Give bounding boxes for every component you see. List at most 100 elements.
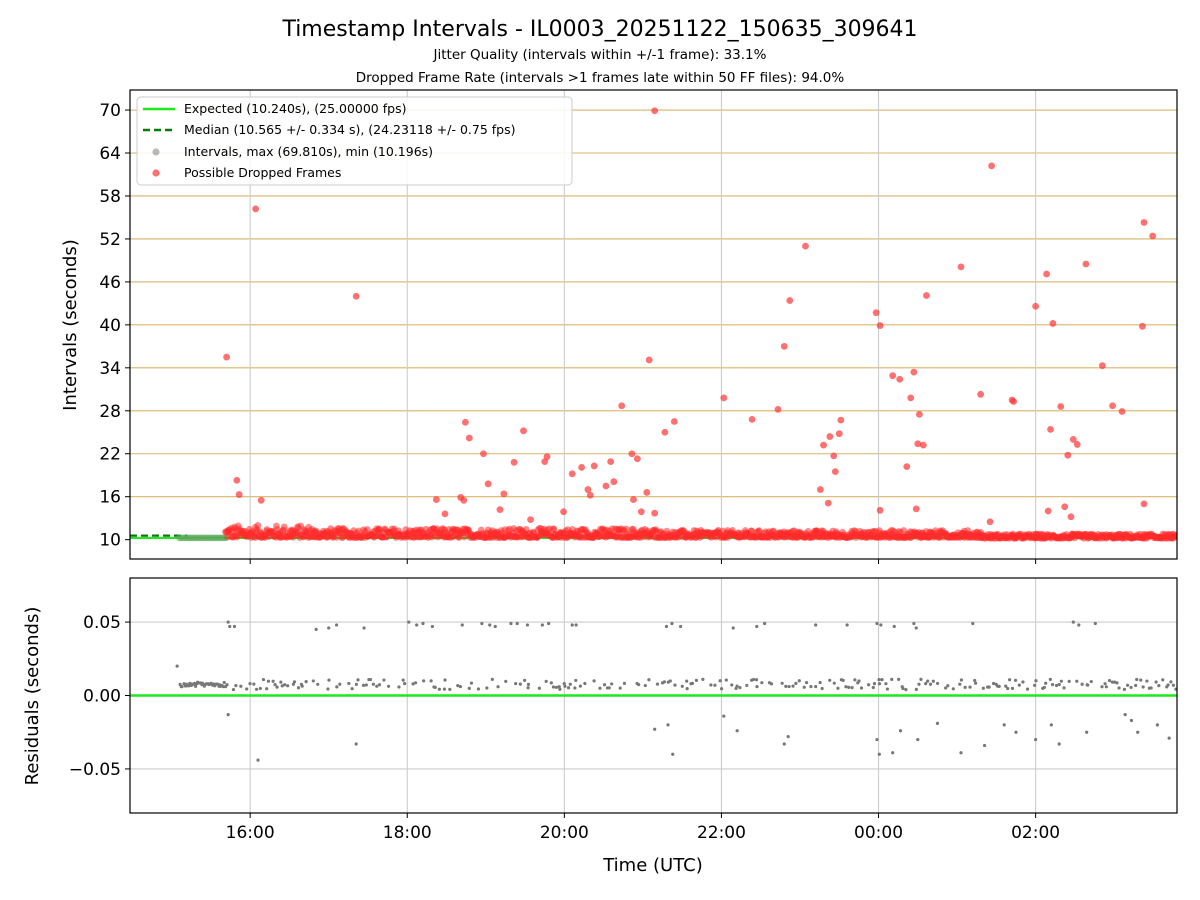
residual-point	[1049, 723, 1053, 727]
residual-point	[914, 626, 918, 630]
residual-point	[751, 677, 756, 682]
residual-point	[814, 623, 818, 627]
residual-point	[872, 682, 877, 686]
residual-point	[637, 683, 641, 687]
residual-point	[279, 680, 283, 684]
x-tick-label: 18:00	[383, 823, 432, 843]
dropped-frame-point	[622, 525, 630, 533]
residual-point	[354, 682, 358, 686]
intervals-x-ticks	[249, 559, 1037, 564]
residual-point	[891, 751, 895, 755]
residual-point	[525, 623, 530, 627]
dropped-frame-point	[568, 470, 576, 478]
residuals-points	[175, 620, 1177, 762]
chart-legend: Expected (10.240s), (25.00000 fps) Media…	[136, 96, 573, 186]
residual-point	[668, 679, 672, 683]
residual-point	[847, 685, 851, 689]
x-tick-label: 20:00	[540, 823, 589, 843]
residual-point	[602, 683, 607, 687]
residual-point	[643, 683, 647, 688]
residual-point	[963, 685, 967, 689]
legend-median-label: Median (10.565 +/- 0.334 s), (24.23118 +…	[184, 122, 515, 137]
dropped-frame-point	[645, 356, 653, 364]
dropped-frame-point	[1043, 270, 1051, 278]
residual-point	[338, 682, 342, 686]
residual-point	[1103, 682, 1107, 686]
dropped-frame-point	[988, 162, 996, 170]
residual-point	[518, 682, 522, 686]
residual-point	[1080, 682, 1084, 686]
residual-point	[928, 682, 933, 686]
residual-point	[540, 623, 544, 627]
residual-point	[1054, 683, 1059, 688]
dropped-frame-point	[1047, 425, 1054, 433]
dropped-frame-point	[774, 405, 782, 413]
residual-point	[997, 684, 1001, 688]
intervals-y-tick-label: 40	[99, 316, 121, 336]
residual-point	[802, 685, 806, 689]
dropped-frame-point	[1044, 507, 1052, 515]
residual-point	[496, 685, 500, 689]
residual-point	[364, 683, 368, 687]
residual-point	[1107, 678, 1112, 683]
residual-point	[738, 686, 742, 690]
residual-point	[314, 627, 318, 632]
residual-point	[232, 624, 237, 629]
residual-point	[1014, 730, 1018, 734]
dropped-frame-point	[1140, 500, 1148, 508]
residual-point	[429, 679, 433, 683]
residual-point	[1129, 718, 1134, 723]
residual-point	[1048, 677, 1052, 682]
dropped-frame-point	[527, 516, 534, 524]
residual-point	[1155, 723, 1159, 727]
residual-point	[256, 758, 260, 762]
residual-point	[386, 684, 391, 688]
residual-point	[448, 687, 452, 691]
x-tick-label: 00:00	[854, 823, 903, 843]
dropped-frame-point	[520, 427, 527, 435]
dropped-frame-point	[872, 309, 880, 317]
residual-point	[845, 623, 849, 627]
residual-point	[664, 624, 669, 629]
residuals-y-axis-label: Residuals (seconds)	[22, 607, 43, 786]
residual-point	[1071, 620, 1075, 624]
residual-point	[879, 623, 883, 627]
dropped-frame-point	[903, 463, 911, 471]
residual-point	[622, 681, 627, 685]
residual-point	[1050, 682, 1055, 687]
residual-point	[924, 682, 928, 686]
residual-point	[231, 687, 236, 692]
residual-point	[1033, 683, 1037, 687]
residual-point	[1136, 730, 1140, 734]
dropped-frame-point	[586, 491, 594, 499]
residual-point	[912, 621, 916, 626]
residual-point	[610, 682, 614, 686]
residual-point	[1167, 736, 1171, 740]
residual-point	[442, 687, 447, 691]
residual-point	[1134, 683, 1138, 688]
residual-point	[818, 680, 822, 685]
residual-point	[1141, 685, 1145, 689]
residual-point	[225, 683, 229, 687]
x-axis-label: Time (UTC)	[602, 855, 703, 876]
residual-point	[836, 686, 840, 690]
residual-point	[787, 684, 791, 689]
intervals-y-ticks: 10 16 22 28 34 40 46 52 58 64 70	[99, 101, 130, 551]
residual-point	[562, 682, 566, 686]
residual-point	[578, 684, 582, 688]
residual-point	[335, 685, 339, 689]
residual-point	[694, 678, 699, 682]
residual-point	[1125, 683, 1130, 687]
residual-point	[291, 682, 295, 686]
residual-point	[730, 683, 734, 687]
dropped-frame-point	[363, 526, 371, 533]
residual-point	[544, 679, 548, 683]
residual-point	[797, 679, 801, 683]
residual-point	[898, 729, 903, 733]
residual-point	[1006, 686, 1010, 691]
residual-point	[1017, 683, 1021, 687]
residual-point	[570, 623, 574, 627]
residual-point	[1174, 687, 1177, 691]
residuals-y-tick-label: 0.05	[83, 613, 121, 633]
residual-point	[1057, 742, 1061, 746]
